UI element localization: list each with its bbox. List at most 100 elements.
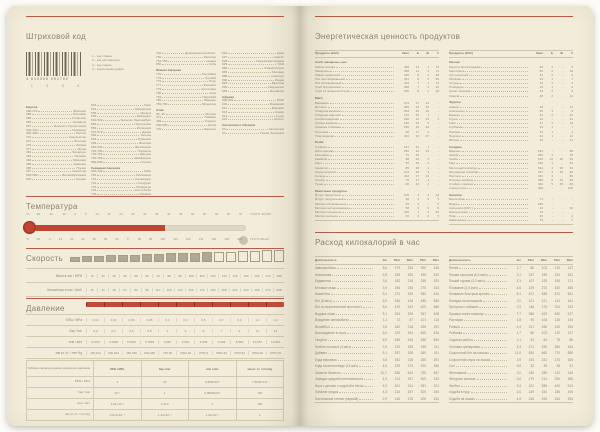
tick-label: 113 xyxy=(173,237,178,241)
table-row: Камбала 88 16 3- xyxy=(315,157,439,162)
calories-table-left-group: Деятельность 1кг 50кг 60кг 70кг 80кг Аквааэроб… xyxy=(315,256,439,404)
speed-square xyxy=(202,252,212,262)
barcode-legend-item: 2 – код изготовителя xyxy=(92,58,120,63)
country-code-row: 000-139 США xyxy=(91,169,151,174)
country-code-row: 383 Словения xyxy=(26,116,86,121)
table-row: Пение 1,7 86 103 120 137 xyxy=(449,266,573,270)
speed-square xyxy=(70,256,80,262)
table-row: Икра красная 250 32 13- xyxy=(315,148,439,153)
table-row: Бадминтон 3,6 182 218 255 291 xyxy=(315,279,439,284)
category-header: Напитки xyxy=(449,193,462,198)
country-code-row: 470 Кыргызстан xyxy=(26,135,86,140)
country-code-row: 890 Индия xyxy=(222,77,284,82)
table-row: Лапша яичная 348 13 1 70 xyxy=(315,64,439,69)
table-row: Игра с детьми с ходьбой и бегом 4,0 201 241… xyxy=(315,383,439,388)
country-code-row: 885 Таиланд xyxy=(222,69,284,74)
category-header: Сладкое xyxy=(449,144,463,149)
table-row: Езда на велосипеде (15 км/ч) 4,6 229 274 320… xyxy=(315,364,439,369)
table-row: Груши 42- -11 xyxy=(449,117,573,122)
table-row: Лаваш армянский 236 8 1 48 xyxy=(315,72,439,77)
conversion-value: 1,013 xyxy=(140,398,188,409)
barcode-marker: 1 xyxy=(31,83,33,88)
table-row: Водка 235- - - xyxy=(449,201,573,206)
table-row: Окунь морской 104 18 3- xyxy=(315,169,439,174)
table-row: Колбаса варёная 260 12 22 1 xyxy=(315,117,439,122)
table-bottom-rule xyxy=(449,402,573,404)
table-row: Креветки 85 18 1- xyxy=(315,165,439,170)
tick-label: 149 xyxy=(224,237,229,241)
country-codes-column-3: 746 Доминиканская Респ. 750 Мексика 754-755 К… xyxy=(156,51,216,132)
country-code-row: 300-379 Франция xyxy=(26,108,86,113)
country-code-row: 489 Гонконг xyxy=(156,119,216,124)
pressure-table: МПа / MPa 0,02 0,04 0,06 0,08 0,1 0,3 0,5 0,7 0,9… xyxy=(26,314,284,359)
country-code-row: 784 Парагвай xyxy=(156,94,216,99)
column-header: МПа / MPa xyxy=(93,361,141,376)
tick-label: 25 xyxy=(131,212,135,216)
country-code-row: 481 Беларусь xyxy=(26,150,86,155)
table-row: Водные лыжи 5,1 254 306 357 408 xyxy=(315,311,439,316)
country-code-row: 850 Куба xyxy=(156,62,216,67)
country-code-row: 770 Колумбия xyxy=(156,71,216,76)
country-code-row: 609 Маврикий xyxy=(222,102,284,107)
tick-label: -22 xyxy=(36,237,41,241)
barcode-bars-icon xyxy=(26,52,82,76)
fahrenheit-formula: t°F=t°C·9/5+32 xyxy=(250,237,269,241)
country-code-row: 485 Армения xyxy=(26,161,86,166)
country-code-row: 590 Польша xyxy=(91,133,151,138)
table-row: Киви 47 1-10 xyxy=(449,121,573,126)
table-row: Силовая тренировка 5,4 271 326 380 434 xyxy=(449,344,573,349)
tick-label: 158 xyxy=(237,237,242,241)
speed-square xyxy=(82,256,92,262)
category-header: Мясо xyxy=(315,96,323,101)
tick-label: 50 xyxy=(191,212,195,216)
table-row: Тунец 96 23 1- xyxy=(315,182,439,187)
table-row: Баранина 274 17 23- xyxy=(315,100,439,105)
speed-square xyxy=(130,254,140,262)
table-row: Бананы 91 2-22 xyxy=(449,112,573,117)
table-header: Продукты (100г) Ккал Б Ж У xyxy=(449,50,573,58)
country-code-row: 629 ОАЭ xyxy=(222,62,284,67)
table-row: Лук репчатый 43 2-9 xyxy=(449,72,573,77)
tick-label: 65 xyxy=(226,212,231,216)
country-code-row: 786 Эквадор xyxy=(156,98,216,103)
conversion-value: 1 xyxy=(235,409,283,420)
section-rule xyxy=(26,196,284,197)
country-code-row: 619 Тунис xyxy=(222,113,284,118)
barcode-graphic: 4 610305 091702 1 2 3 4 xyxy=(26,52,86,88)
table-row: Растяжка 1,8 90 108 126 144 xyxy=(449,318,573,323)
table-row: Поездка на мотоцикле 2,0 101 121 141 161 xyxy=(449,298,573,303)
conversion-value: 1 xyxy=(140,387,188,398)
barcode-legend: 1 – код страны 2 – код изготовителя 3 – ко… xyxy=(92,54,150,72)
table-row: Клубника 34 1-7 xyxy=(449,125,573,130)
table-bottom-rule xyxy=(449,224,573,226)
table-row: Молочный шоколад 544 4 35 52 xyxy=(449,165,573,170)
conversion-value: 10⁻¹ xyxy=(93,387,141,398)
country-code-row: 893 Вьетнам xyxy=(222,81,284,86)
table-row: Картофель 83 2-19 xyxy=(449,68,573,73)
table-row: Плавание быстрым кролем 8,1 407 488 570 651 xyxy=(449,292,573,297)
table-row: Сон 0,6 32 39 45 51 xyxy=(449,364,573,369)
country-code-row: 789-790 Бразилия xyxy=(156,102,216,107)
table-row: Пастила 310 1-80 xyxy=(449,173,573,178)
table-row: Йогурт натуральный 66 4 3 5 xyxy=(315,197,439,202)
table-row: Красное вино 76- - - xyxy=(449,209,573,214)
tick-label: 86 xyxy=(137,237,141,241)
region-header: Северная Америка xyxy=(91,165,120,170)
table-row: Салат зелёный 14 2-2 xyxy=(449,89,573,94)
table-row: Ходьба на лыжах 4,9 246 295 344 394 xyxy=(449,396,573,401)
table-row: Помидоры 19 1-4 xyxy=(449,85,573,90)
table-row: Пеший туризм (3,2 км/ч) 2,1 107 129 150 171 xyxy=(449,279,573,284)
table-row: Карп 96 16 4- xyxy=(315,161,439,166)
country-code-row: 743 Никарагуа xyxy=(91,184,151,189)
table-header: Продукты (100г) Ккал Б Ж У xyxy=(315,50,439,58)
tick-label: 32 xyxy=(70,237,74,241)
country-code-row: 775 Перу xyxy=(156,79,216,84)
tick-label: 60 xyxy=(214,212,219,216)
speed-square xyxy=(262,250,272,262)
tick-label: 55 xyxy=(202,212,207,216)
tick-label: 10 xyxy=(95,212,99,216)
country-code-row: 746 Доминиканская Респ. xyxy=(156,51,216,55)
table-row: мм рт. ст. / mm Hg 150,012 300,024 450,036 6… xyxy=(26,347,284,359)
country-code-row: 45, 49 Япония xyxy=(156,111,216,116)
tick-label: 95 xyxy=(149,237,153,241)
